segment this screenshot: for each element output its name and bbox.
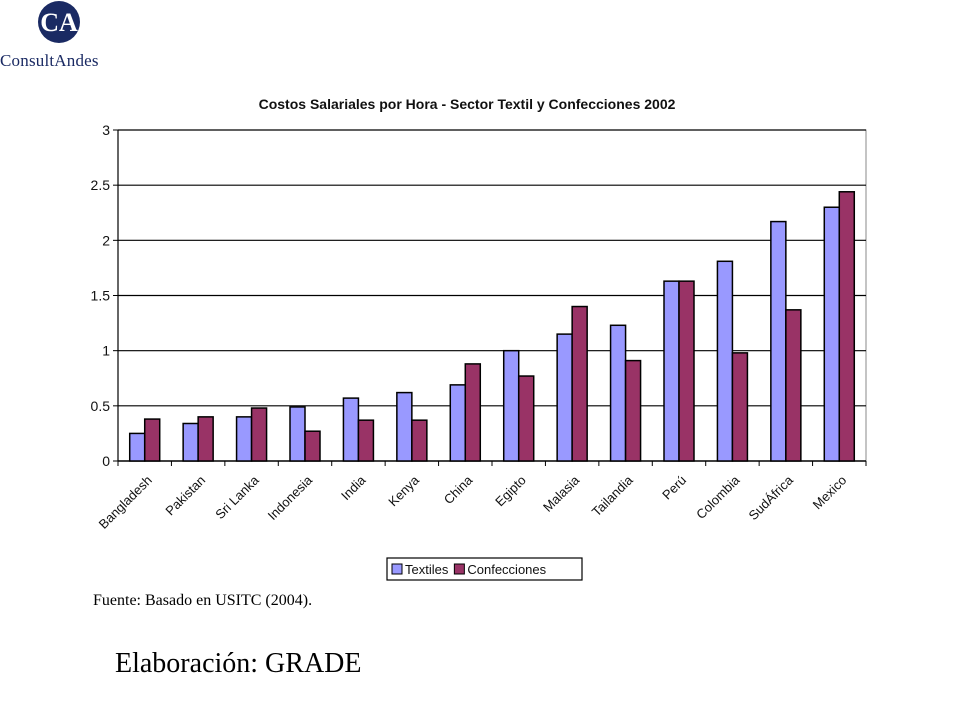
chart-title: Costos Salariales por Hora - Sector Text…	[259, 96, 676, 112]
legend-swatch	[391, 563, 403, 575]
bar-confecciones-india	[357, 419, 375, 462]
x-tick-label: India	[338, 472, 369, 503]
bar-textiles-malasia	[556, 333, 573, 462]
legend-label: Textiles	[405, 562, 449, 577]
x-tick-label: Kenya	[385, 472, 422, 509]
y-tick-label: 1.5	[91, 288, 111, 304]
consultandes-logo: CA ConsultAndes	[0, 0, 130, 80]
x-tick-label: Mexico	[810, 473, 850, 513]
bar-textiles-tailandia	[609, 324, 627, 462]
bar-confecciones-kenya	[411, 419, 428, 462]
plot-area: 0 0.5 1 1.5 2 2.5 3 Bangladesh Pakistan Sri Lanka…	[91, 122, 867, 532]
x-tick-label: SudÁfrica	[746, 472, 797, 523]
bar-textiles-colombia	[716, 260, 734, 462]
bar-confecciones-mexico	[838, 191, 856, 462]
x-tick-label: Egipto	[492, 473, 529, 510]
bar-textiles-indonesia	[289, 406, 306, 462]
bar-confecciones-indonesia	[304, 430, 321, 462]
legend-label: Confecciones	[467, 562, 546, 577]
x-tick-label: China	[441, 472, 476, 507]
legend-swatch	[453, 563, 465, 575]
logo-letters: CA	[40, 8, 78, 37]
x-tick-label: Sri Lanka	[212, 472, 262, 522]
bar-confecciones-egipto	[517, 375, 535, 462]
bar-confecciones-sudáfrica	[785, 309, 802, 462]
x-tick-label: Colombia	[693, 472, 743, 522]
bar-textiles-kenya	[396, 391, 413, 462]
bar-confecciones-pakistan	[197, 416, 214, 462]
x-tick-label: Perú	[659, 473, 689, 503]
y-tick-label: 2.5	[91, 177, 111, 193]
bar-textiles-sudáfrica	[770, 220, 787, 462]
credit: Elaboración: GRADE	[115, 648, 362, 679]
bar-textiles-perú	[663, 280, 680, 462]
bar-confecciones-perú	[678, 280, 695, 462]
y-tick-label: 2	[102, 232, 110, 248]
bar-confecciones-malasia	[571, 305, 588, 462]
bar-textiles-sri-lanka	[235, 416, 253, 462]
bar-confecciones-tailandia	[624, 359, 642, 462]
x-tick-label: Malasia	[540, 472, 583, 515]
bar-textiles-india	[342, 397, 360, 462]
bar-textiles-mexico	[823, 206, 841, 462]
bar-textiles-egipto	[502, 349, 520, 462]
bar-confecciones-colombia	[731, 352, 749, 462]
bar-textiles-china	[449, 384, 467, 462]
y-tick-label: 0	[102, 453, 110, 469]
x-tick-label: Pakistan	[162, 473, 208, 519]
legend-box	[386, 557, 583, 581]
bar-confecciones-bangladesh	[143, 418, 161, 462]
source-note: Fuente: Basado en USITC (2004).	[93, 592, 313, 609]
x-tick-label: Bangladesh	[96, 473, 155, 532]
y-tick-label: 0.5	[91, 398, 111, 414]
y-tick-label: 1	[102, 343, 110, 359]
logo-circle	[38, 1, 80, 43]
brand-name: ConsultAndes	[0, 51, 99, 70]
x-tick-label: Tailandia	[589, 472, 636, 519]
bar-confecciones-china	[464, 363, 482, 462]
bar-textiles-bangladesh	[128, 432, 146, 462]
x-tick-label: Indonesia	[265, 472, 316, 523]
bar-confecciones-sri-lanka	[250, 407, 268, 462]
y-tick-label: 3	[102, 122, 110, 138]
legend: Textiles Confecciones	[386, 557, 583, 581]
bar-textiles-pakistan	[182, 422, 199, 462]
